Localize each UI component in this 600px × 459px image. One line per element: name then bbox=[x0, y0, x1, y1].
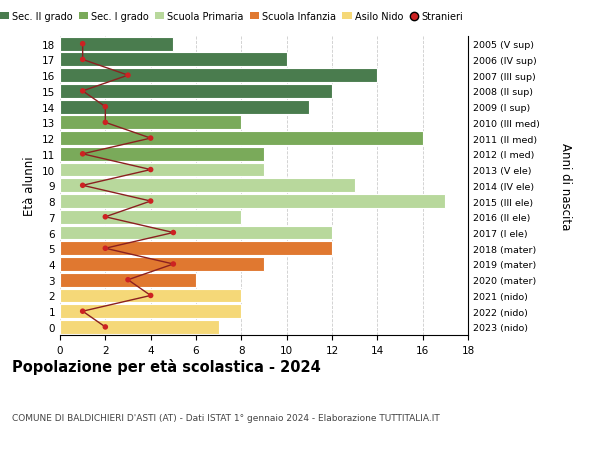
Point bbox=[78, 56, 88, 64]
Point bbox=[146, 135, 155, 142]
Bar bbox=[60, 148, 264, 162]
Bar bbox=[60, 116, 241, 130]
Bar bbox=[60, 226, 332, 240]
Bar bbox=[60, 320, 218, 334]
Y-axis label: Età alunni: Età alunni bbox=[23, 156, 37, 216]
Text: COMUNE DI BALDICHIERI D'ASTI (AT) - Dati ISTAT 1° gennaio 2024 - Elaborazione TU: COMUNE DI BALDICHIERI D'ASTI (AT) - Dati… bbox=[12, 413, 440, 422]
Point bbox=[146, 292, 155, 299]
Y-axis label: Anni di nascita: Anni di nascita bbox=[559, 142, 572, 230]
Bar bbox=[60, 69, 377, 83]
Text: Popolazione per età scolastica - 2024: Popolazione per età scolastica - 2024 bbox=[12, 358, 321, 374]
Legend: Sec. II grado, Sec. I grado, Scuola Primaria, Scuola Infanzia, Asilo Nido, Stran: Sec. II grado, Sec. I grado, Scuola Prim… bbox=[0, 8, 467, 26]
Point bbox=[78, 308, 88, 315]
Bar bbox=[60, 242, 332, 256]
Bar bbox=[60, 305, 241, 319]
Bar bbox=[60, 273, 196, 287]
Bar bbox=[60, 85, 332, 99]
Point bbox=[169, 261, 178, 268]
Point bbox=[146, 198, 155, 205]
Bar bbox=[60, 257, 264, 271]
Bar bbox=[60, 101, 310, 114]
Point bbox=[78, 151, 88, 158]
Point bbox=[78, 41, 88, 48]
Point bbox=[146, 167, 155, 174]
Point bbox=[78, 182, 88, 190]
Bar bbox=[60, 38, 173, 51]
Point bbox=[123, 73, 133, 80]
Point bbox=[101, 104, 110, 111]
Point bbox=[101, 119, 110, 127]
Bar bbox=[60, 289, 241, 303]
Bar bbox=[60, 179, 355, 193]
Bar bbox=[60, 132, 422, 146]
Bar bbox=[60, 210, 241, 224]
Point bbox=[101, 245, 110, 252]
Bar bbox=[60, 195, 445, 208]
Point bbox=[123, 276, 133, 284]
Point bbox=[78, 88, 88, 95]
Bar bbox=[60, 163, 264, 177]
Point bbox=[101, 213, 110, 221]
Point bbox=[101, 324, 110, 331]
Bar bbox=[60, 53, 287, 67]
Point bbox=[169, 230, 178, 237]
